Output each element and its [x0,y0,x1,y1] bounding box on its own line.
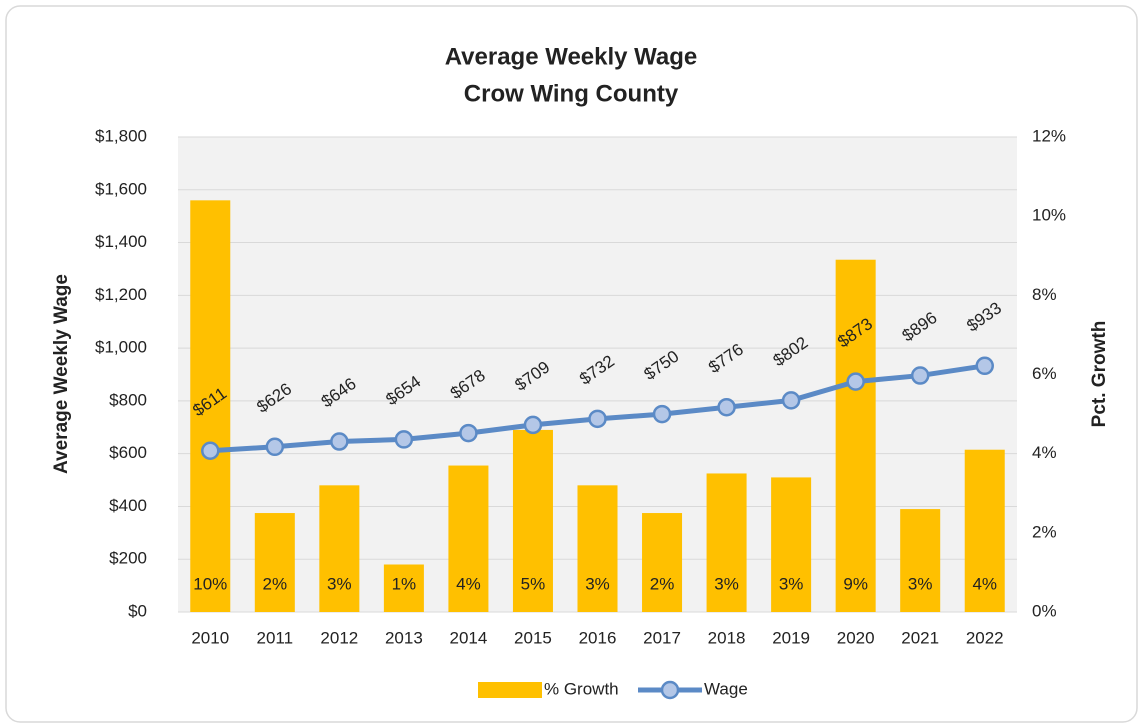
x-tick-label: 2016 [579,628,617,647]
bar-value-label: 2% [650,574,675,593]
y2-tick-label: 10% [1032,206,1066,225]
x-tick-label: 2012 [320,628,358,647]
line-marker [394,430,414,449]
bar [706,473,747,612]
line-marker [523,415,543,435]
legend-swatch [478,682,542,698]
y2-tick-label: 4% [1032,443,1057,462]
bar [771,477,812,612]
y-tick-label: $600 [109,443,147,462]
legend-label: Wage [704,679,748,698]
bar [964,449,1005,612]
line-marker [975,356,994,376]
y2-tick-label: 2% [1032,522,1057,541]
bar-value-label: 2% [263,574,288,593]
legend-swatch [660,680,680,700]
bar-value-label: 4% [456,574,481,593]
x-tick-label: 2014 [450,628,488,647]
bar [835,259,876,612]
bar [383,564,424,612]
y-tick-label: $1,400 [95,232,147,251]
x-tick-label: 2017 [643,628,681,647]
y-tick-label: $400 [109,496,147,515]
y2-tick-label: 0% [1032,601,1057,620]
line-marker [781,391,801,410]
bar-value-label: 3% [779,574,804,593]
y2-tick-label: 12% [1032,126,1066,145]
bar-value-label: 3% [327,574,352,593]
y-tick-label: $0 [128,601,147,620]
bar [319,485,360,612]
bar [254,513,295,612]
bar-value-label: 10% [193,574,227,593]
bar [190,200,231,613]
y2-tick-label: 6% [1032,364,1057,383]
y2-axis-label: Pct. Growth [1089,321,1110,428]
y-axis-label: Average Weekly Wage [51,274,72,474]
bar-value-label: 1% [392,574,417,593]
x-tick-label: 2022 [966,628,1004,647]
line-marker [846,372,865,391]
line-marker [459,423,478,443]
x-tick-label: 2018 [708,628,746,647]
x-tick-label: 2020 [837,628,875,647]
chart-subtitle: Crow Wing County [464,80,679,107]
y-tick-label: $1,600 [95,179,147,198]
bar-value-label: 3% [908,574,933,593]
x-tick-label: 2015 [514,628,552,647]
x-tick-label: 2019 [772,628,810,647]
bar [512,429,553,612]
line-marker [717,397,736,417]
legend-label: % Growth [544,679,619,698]
bar-value-label: 5% [521,574,546,593]
line-marker [588,409,607,429]
y-tick-label: $1,000 [95,338,147,357]
x-tick-label: 2010 [191,628,229,647]
line-marker [265,437,285,457]
y-tick-label: $800 [109,390,147,409]
bar-value-label: 4% [972,574,997,593]
y-tick-label: $200 [109,549,147,568]
x-tick-label: 2021 [901,628,939,647]
bar [900,509,941,612]
y2-tick-label: 8% [1032,285,1057,304]
bar [642,513,683,612]
line-marker [330,432,349,451]
x-tick-label: 2013 [385,628,423,647]
line-marker [652,404,672,424]
bar [577,485,618,612]
chart-title: Average Weekly Wage [445,43,698,70]
bar [448,465,489,612]
line-marker [910,366,930,385]
y-tick-label: $1,800 [95,126,147,145]
line-marker [201,441,220,461]
bar-value-label: 3% [585,574,610,593]
bar-value-label: 3% [714,574,739,593]
bar-value-label: 9% [843,574,868,593]
y-tick-label: $1,200 [95,285,147,304]
x-tick-label: 2011 [257,628,294,647]
